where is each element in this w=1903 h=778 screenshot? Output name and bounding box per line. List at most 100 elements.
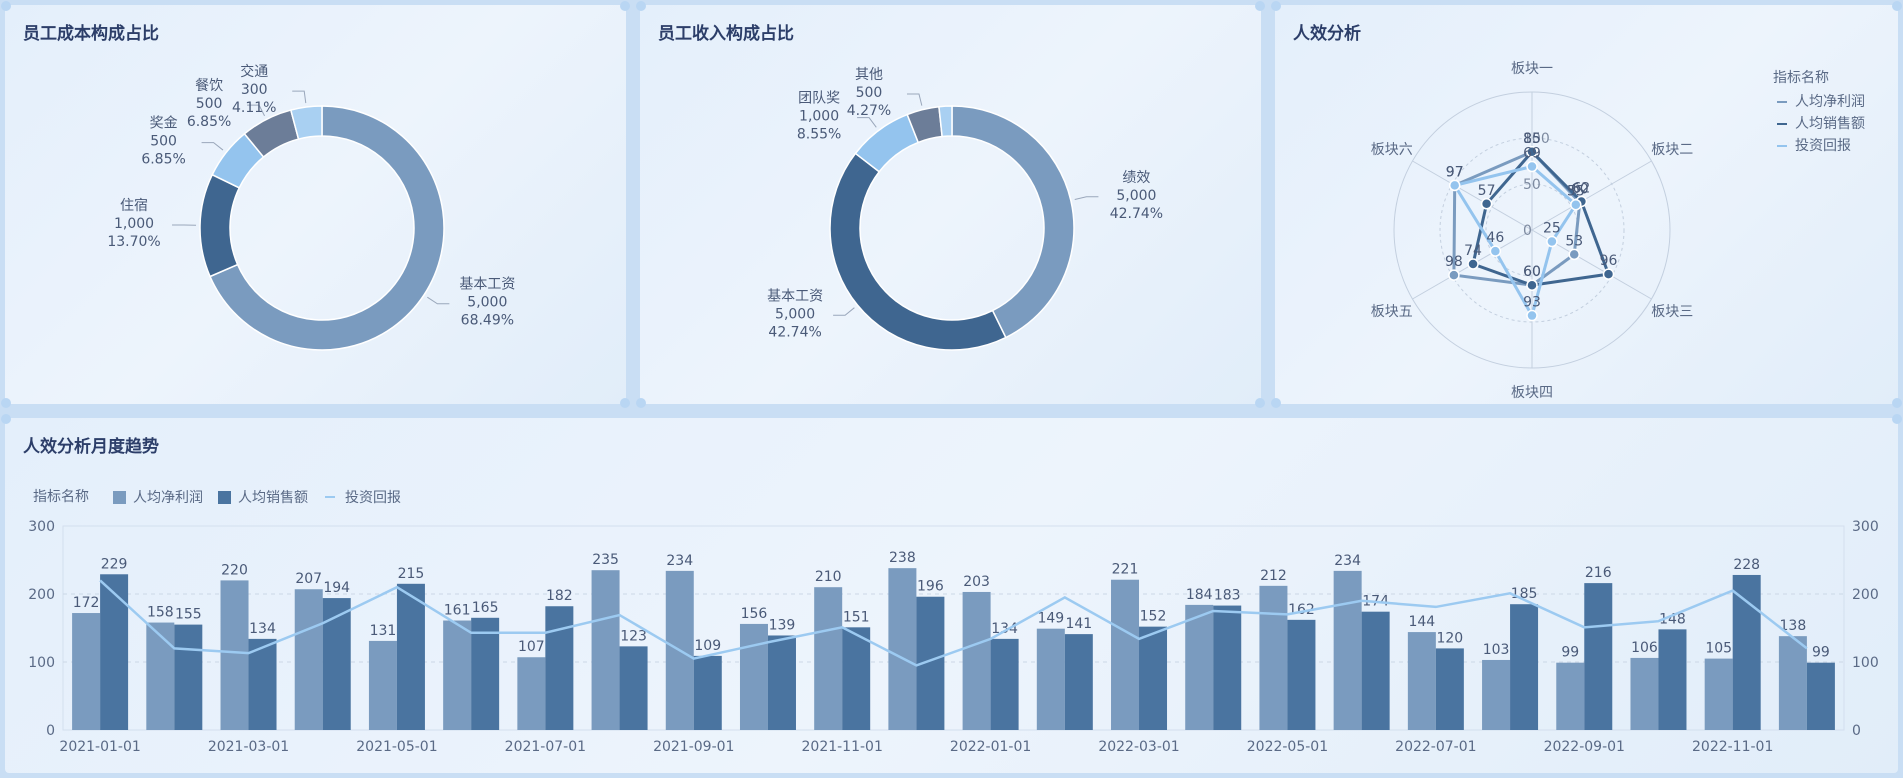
slice-label: 餐饮 xyxy=(195,78,223,94)
trend-x-tick-label: 2021-09-01 xyxy=(653,739,734,755)
trend-bar xyxy=(1435,648,1464,730)
trend-bar xyxy=(443,620,472,730)
slice-label: 42.74% xyxy=(1110,206,1163,222)
trend-bar-label: 131 xyxy=(370,623,397,639)
slice-label: 500 xyxy=(150,134,177,150)
label-leader-line xyxy=(833,307,855,316)
radar-axis xyxy=(1531,160,1652,231)
radar-tick-label: 0 xyxy=(1523,223,1532,239)
trend-x-tick-label: 2022-05-01 xyxy=(1247,739,1328,755)
trend-bar-label: 149 xyxy=(1037,611,1064,627)
trend-bar-label: 221 xyxy=(1112,562,1139,578)
trend-x-tick-label: 2021-11-01 xyxy=(802,739,883,755)
radar-value-label: 60 xyxy=(1523,264,1541,280)
slice-label: 5,000 xyxy=(775,306,815,322)
trend-y-tick-left: 0 xyxy=(46,723,55,739)
radar-indicator-label: 板块四 xyxy=(1511,385,1553,401)
trend-x-tick-label: 2022-11-01 xyxy=(1692,739,1773,755)
trend-bar-label: 216 xyxy=(1585,565,1612,581)
slice-label: 42.74% xyxy=(768,324,821,340)
trend-bar xyxy=(517,657,546,730)
donut-slice xyxy=(199,173,241,278)
trend-bar-label: 155 xyxy=(175,607,202,623)
trend-x-tick-label: 2022-07-01 xyxy=(1395,739,1476,755)
radar-value-label: 85 xyxy=(1523,131,1541,147)
radar-value-label: 57 xyxy=(1478,183,1496,199)
radar-point xyxy=(1526,279,1538,291)
trend-bar-label: 234 xyxy=(1334,553,1361,569)
trend-bar xyxy=(990,638,1019,730)
panel-corner xyxy=(1,1,11,11)
slice-label: 交通 xyxy=(240,63,268,80)
trend-bar xyxy=(1139,626,1168,730)
trend-bar-label: 203 xyxy=(963,574,990,590)
trend-bar xyxy=(1185,604,1214,730)
panel-corner xyxy=(620,1,630,11)
trend-bar-label: 103 xyxy=(1483,642,1510,658)
trend-y-tick-right: 200 xyxy=(1852,587,1879,603)
trend-bar-label: 152 xyxy=(1140,609,1167,625)
trend-bar xyxy=(1064,634,1093,730)
slice-label: 4.27% xyxy=(847,103,891,119)
trend-bar xyxy=(1333,570,1362,730)
trend-bar xyxy=(322,598,351,730)
radar-point xyxy=(1526,146,1538,158)
slice-label: 1,000 xyxy=(114,216,154,232)
trend-bar-label: 107 xyxy=(518,639,545,655)
radar-value-label: 60 xyxy=(1523,264,1541,280)
panel-corner xyxy=(636,398,646,408)
trend-bar-label: 172 xyxy=(73,595,100,611)
trend-bar xyxy=(545,606,574,730)
trend-bar xyxy=(1630,657,1659,730)
trend-bar xyxy=(1111,579,1140,730)
donut-slice xyxy=(951,105,1075,339)
trend-bar xyxy=(814,587,843,730)
panel-corner xyxy=(1,414,11,424)
label-leader-line xyxy=(247,104,266,117)
trend-bar-label: 234 xyxy=(666,553,693,569)
trend-y-tick-right: 300 xyxy=(1852,519,1879,535)
trend-bar xyxy=(1556,662,1585,730)
radar-legend-label: 人均销售额 xyxy=(1795,116,1865,132)
trend-bar-label: 215 xyxy=(398,566,425,582)
trend-bar xyxy=(739,623,768,730)
trend-bar xyxy=(1658,629,1687,730)
trend-bar-label: 138 xyxy=(1780,618,1807,634)
radar-indicator-label: 板块五 xyxy=(1371,304,1413,320)
trend-bar-label: 141 xyxy=(1065,616,1092,632)
trend-bar xyxy=(962,591,991,730)
cost-donut-chart: 基本工资 5,000 68.49% 住宿 1,000 13.70% 奖金 500 6.85% 餐饮… xyxy=(107,63,515,351)
radar-value-label: 74 xyxy=(1464,243,1482,259)
trend-bar-label: 182 xyxy=(546,588,573,604)
slice-label: 基本工资 xyxy=(767,287,823,304)
trend-bar xyxy=(100,574,129,730)
trend-bar-label: 238 xyxy=(889,550,916,566)
slice-label: 团队奖 xyxy=(798,90,840,107)
trend-bar xyxy=(1510,604,1539,730)
radar-point xyxy=(1489,245,1502,257)
trend-legend-label: 投资回报 xyxy=(345,490,401,506)
panel-corner xyxy=(1,398,11,408)
trend-x-tick-label: 2022-01-01 xyxy=(950,739,1031,755)
radar-point xyxy=(1602,268,1615,280)
panel-corner xyxy=(1255,398,1265,408)
slice-label: 500 xyxy=(856,85,883,101)
radar-value-label: 97 xyxy=(1446,164,1464,180)
trend-bar xyxy=(767,635,796,730)
label-leader-line xyxy=(427,296,450,305)
slice-label: 500 xyxy=(196,96,223,112)
trend-bar xyxy=(1407,632,1436,730)
trend-bar-label: 105 xyxy=(1705,641,1732,657)
radar-value-label: 53 xyxy=(1565,233,1583,249)
income-title: 员工收入构成占比 xyxy=(658,24,794,44)
trend-bar-label: 210 xyxy=(815,569,842,585)
trend-bar xyxy=(471,617,500,730)
radar-value-label: 98 xyxy=(1445,254,1463,270)
trend-bar-label: 185 xyxy=(1511,586,1538,602)
radar-panel: 人效分析 板块一 板块二 板块三 板块四 板块五 板块六 0 50 100 85 60 53 60 98 9… xyxy=(1271,1,1902,408)
slice-label: 绩效 xyxy=(1122,170,1150,186)
radar-value-label: 69 xyxy=(1523,146,1541,162)
trend-bar-label: 120 xyxy=(1436,630,1463,646)
trend-plot-frame xyxy=(62,525,1845,731)
slice-label: 其他 xyxy=(855,67,883,83)
